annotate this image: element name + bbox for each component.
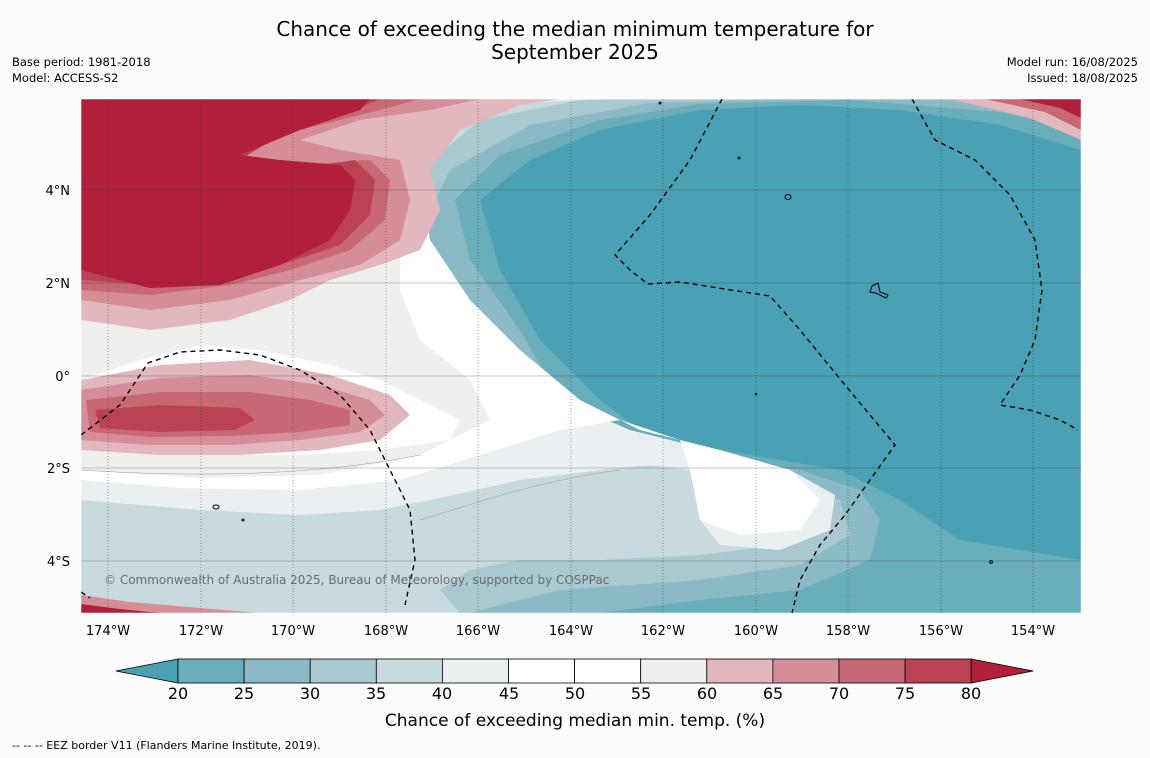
lat-gridlines [81, 189, 1081, 562]
colorbar-tick: 25 [234, 684, 254, 703]
colorbar-tick: 40 [432, 684, 452, 703]
eez-legend-note: -- -- -- EEZ border V11 (Flanders Marine… [12, 739, 321, 752]
lat-label: 4°S [47, 555, 70, 570]
meta-right: Model run: 16/08/2025 Issued: 18/08/2025 [1007, 54, 1138, 86]
lon-label: 166°W [456, 624, 500, 639]
sw-warm-edge-above-80 [81, 604, 160, 613]
colorbar-swatch [508, 658, 575, 684]
colorbar [115, 658, 1034, 684]
title-line-1: Chance of exceeding the median minimum t… [276, 17, 874, 41]
colorbar-extend-high [970, 658, 1034, 684]
colorbar-tick: 70 [829, 684, 849, 703]
lat-label: 2°S [47, 462, 70, 477]
colorbar-swatch [772, 658, 840, 684]
colorbar-label: Chance of exceeding median min. temp. (%… [385, 711, 765, 731]
lon-label: 174°W [86, 624, 130, 639]
lon-label: 156°W [919, 624, 963, 639]
issued-text: Issued: 18/08/2025 [1027, 71, 1138, 85]
colorbar-swatch [640, 658, 708, 684]
colorbar-tick: 55 [631, 684, 651, 703]
warm-band-75-80 [95, 405, 255, 432]
base-period-text: Base period: 1981-2018 [12, 55, 151, 69]
colorbar-swatch [904, 658, 972, 684]
lon-label: 158°W [826, 624, 870, 639]
lat-label: 0° [55, 370, 70, 385]
colorbar-tick: 20 [168, 684, 188, 703]
title-line-2: September 2025 [491, 40, 659, 64]
contour-lines [81, 103, 701, 521]
contour-above-80 [81, 99, 370, 288]
colorbar-swatch [574, 658, 642, 684]
lon-label: 172°W [179, 624, 223, 639]
colorbar-tick: 80 [961, 684, 981, 703]
colorbar-tick: 30 [300, 684, 320, 703]
map-title: Chance of exceeding the median minimum t… [0, 18, 1150, 64]
lon-label: 154°W [1011, 624, 1055, 639]
colorbar-tick: 75 [895, 684, 915, 703]
lon-axis: 174°W 172°W 170°W 168°W 166°W 164°W 162°… [86, 624, 1055, 639]
lat-label: 2°N [46, 277, 71, 292]
lon-label: 162°W [641, 624, 685, 639]
colorbar-ticks: 20 25 30 35 40 45 50 55 60 65 70 75 80 [168, 684, 981, 703]
lon-label: 168°W [364, 624, 408, 639]
eez-borders [81, 99, 1079, 613]
colorbar-tick: 45 [499, 684, 519, 703]
sw-warm-edge-65-70 [81, 595, 260, 613]
colorbar-extend-low [115, 658, 179, 684]
lon-label: 170°W [271, 624, 315, 639]
meta-left: Base period: 1981-2018 Model: ACCESS-S2 [12, 54, 151, 86]
model-run-text: Model run: 16/08/2025 [1006, 55, 1138, 69]
colorbar-tick: 65 [763, 684, 783, 703]
map-panel: © Commonwealth of Australia 2025, Bureau… [81, 99, 1081, 613]
lon-label: 160°W [734, 624, 778, 639]
colorbar-swatch [441, 658, 509, 684]
colorbar-swatch [243, 658, 311, 684]
lon-label: 164°W [549, 624, 593, 639]
colorbar-swatch [375, 658, 443, 684]
colorbar-tick: 50 [565, 684, 585, 703]
colorbar-tick: 35 [366, 684, 386, 703]
colorbar-tick: 60 [697, 684, 717, 703]
model-text: Model: ACCESS-S2 [12, 71, 119, 85]
islands [212, 101, 993, 564]
map-frame [80, 98, 1082, 614]
lat-label: 4°N [46, 184, 71, 199]
colorbar-swatch [309, 658, 377, 684]
colorbar-swatch [177, 658, 245, 684]
ne-warm-edge-above-80 [1020, 99, 1081, 118]
lat-axis: 4°N 2°N 0° 2°S 4°S [46, 184, 71, 570]
copyright-credit: © Commonwealth of Australia 2025, Bureau… [104, 573, 609, 587]
colorbar-swatch [838, 658, 906, 684]
colorbar-swatch [706, 658, 774, 684]
